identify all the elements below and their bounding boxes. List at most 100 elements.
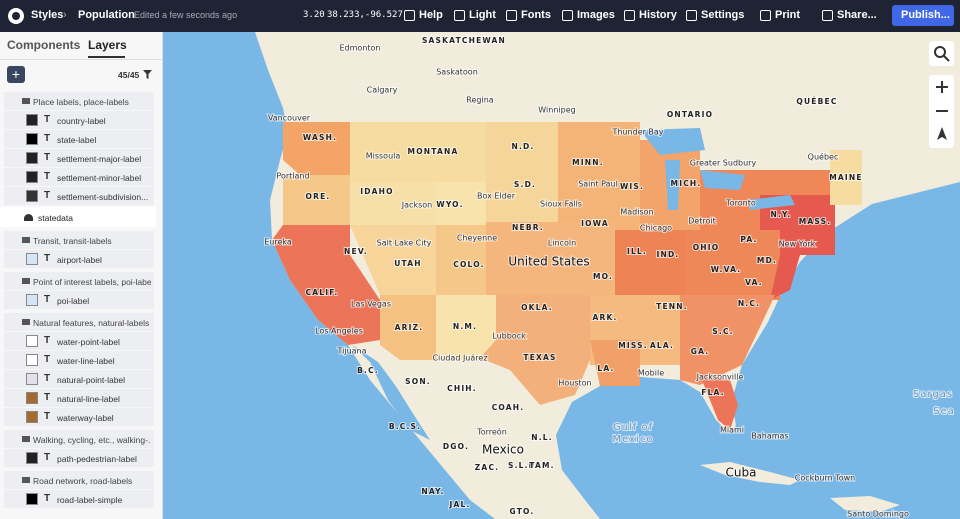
layer-name[interactable]: statedata bbox=[38, 213, 73, 223]
layer-name[interactable]: poi-label bbox=[57, 296, 90, 306]
layer-swatch bbox=[26, 354, 38, 366]
layer-name[interactable]: natural-line-label bbox=[57, 394, 120, 404]
region-label: MICH. bbox=[671, 179, 702, 188]
place-label: Edmonton bbox=[340, 44, 381, 53]
region-label: GA. bbox=[691, 347, 710, 356]
region-label: NEBR. bbox=[512, 223, 544, 232]
menu-icon bbox=[760, 10, 771, 21]
text-icon: T bbox=[44, 294, 51, 305]
place-label: Ciudad Juárez bbox=[432, 354, 487, 363]
region-label: IOWA bbox=[581, 219, 609, 228]
menu-item[interactable]: History bbox=[639, 9, 677, 21]
text-icon: T bbox=[44, 411, 51, 422]
group-name[interactable]: Transit, transit-labels bbox=[33, 236, 112, 246]
text-icon: T bbox=[44, 190, 51, 201]
layer-name[interactable]: country-label bbox=[57, 116, 106, 126]
place-label: Missoula bbox=[366, 152, 401, 161]
group-name[interactable]: Walking, cycling, etc., walking-... bbox=[33, 435, 151, 445]
region-label: COLO. bbox=[453, 260, 484, 269]
region-label: MISS. bbox=[618, 341, 648, 350]
layer-swatch bbox=[26, 493, 38, 505]
search-button[interactable] bbox=[929, 41, 954, 66]
layer-row bbox=[4, 168, 154, 186]
layer-name[interactable]: natural-point-label bbox=[57, 375, 126, 385]
region-label: B.C.S. bbox=[389, 422, 421, 431]
layer-swatch bbox=[26, 171, 38, 183]
region-label: FLA. bbox=[701, 388, 725, 397]
water-label: Mexico bbox=[613, 434, 654, 445]
logo[interactable] bbox=[6, 6, 26, 26]
filter-icon[interactable] bbox=[143, 70, 152, 79]
layer-name[interactable]: waterway-label bbox=[57, 413, 114, 423]
menu-item[interactable]: Print bbox=[775, 9, 801, 21]
layer-name[interactable]: settlement-minor-label bbox=[57, 173, 142, 183]
place-label: Québec bbox=[808, 152, 839, 162]
layer-name[interactable]: water-point-label bbox=[57, 337, 120, 347]
text-icon: T bbox=[44, 493, 51, 504]
place-label: Saint Paul bbox=[578, 180, 618, 189]
region-label: GTO. bbox=[509, 507, 534, 516]
map[interactable]: SASKATCHEWAN Edmonton Saskatoon Calgary Regi… bbox=[163, 32, 960, 519]
style-title[interactable]: Population bbox=[78, 9, 135, 21]
layer-row bbox=[4, 408, 154, 426]
text-icon: T bbox=[44, 373, 51, 384]
group-row bbox=[4, 92, 154, 110]
layer-name[interactable]: path-pedestrian-label bbox=[57, 454, 137, 464]
sidebar: Components Layers + 45/45 Place labels, … bbox=[0, 32, 163, 519]
layer-row bbox=[4, 370, 154, 388]
layer-row bbox=[4, 490, 154, 508]
tab-active[interactable]: Layers bbox=[88, 38, 127, 52]
menu-item[interactable]: Light bbox=[469, 9, 496, 21]
text-icon: T bbox=[44, 354, 51, 365]
group-row bbox=[4, 231, 154, 249]
folder-icon bbox=[22, 319, 30, 325]
group-name[interactable]: Place labels, place-labels bbox=[33, 97, 129, 107]
gulf-of-california bbox=[352, 345, 430, 440]
place-label: New York bbox=[779, 240, 816, 249]
layer-name[interactable]: road-label-simple bbox=[57, 495, 123, 505]
publish-label[interactable]: Publish... bbox=[901, 9, 950, 21]
layer-name[interactable]: water-line-label bbox=[57, 356, 115, 366]
zoom-in-button[interactable] bbox=[936, 81, 948, 93]
group-name[interactable]: Road network, road-labels bbox=[33, 476, 133, 486]
compass-button[interactable] bbox=[937, 127, 947, 140]
styles-link[interactable]: Styles bbox=[31, 9, 64, 21]
region-label: VA. bbox=[745, 278, 763, 287]
search-icon bbox=[934, 46, 946, 58]
add-layer-button[interactable]: + bbox=[7, 66, 25, 83]
zoom-level: 3.20 bbox=[303, 10, 325, 20]
menu-item[interactable]: Fonts bbox=[521, 9, 551, 21]
layer-name[interactable]: settlement-major-label bbox=[57, 154, 142, 164]
layer-row[interactable] bbox=[0, 207, 156, 227]
region-label: ARK. bbox=[592, 313, 617, 322]
layer-name[interactable]: settlement-subdivision... bbox=[57, 192, 149, 202]
region-label: ZAC. bbox=[475, 463, 499, 472]
menu-item[interactable]: Share... bbox=[837, 9, 877, 21]
region-label: WIS. bbox=[620, 182, 644, 191]
menu-item[interactable]: Settings bbox=[701, 9, 745, 21]
group-name[interactable]: Point of interest labels, poi-labe... bbox=[33, 277, 151, 287]
place-label: Cuba bbox=[726, 466, 757, 480]
menu-item[interactable]: Images bbox=[577, 9, 615, 21]
place-label: Eureka bbox=[264, 238, 292, 247]
layer-name[interactable]: airport-label bbox=[57, 255, 102, 265]
tab[interactable]: Components bbox=[7, 38, 81, 52]
group-name[interactable]: Natural features, natural-labels bbox=[33, 318, 150, 328]
place-label: Houston bbox=[558, 379, 591, 388]
place-label: Detroit bbox=[688, 217, 716, 226]
region-label: IDAHO bbox=[360, 187, 393, 196]
hispaniola bbox=[830, 496, 900, 512]
publish-button[interactable] bbox=[892, 5, 954, 26]
layer-row bbox=[4, 149, 154, 167]
layer-row bbox=[4, 389, 154, 407]
text-icon: T bbox=[44, 114, 51, 125]
region-label: TAM. bbox=[529, 461, 554, 470]
region-label: N.C. bbox=[738, 299, 760, 308]
region-label: LA. bbox=[597, 364, 614, 373]
great-lakes bbox=[640, 128, 795, 210]
water-label: Sargas bbox=[913, 389, 953, 400]
menu-item[interactable]: Help bbox=[419, 9, 443, 21]
place-label: Vancouver bbox=[268, 114, 311, 123]
region-label: CALIF. bbox=[306, 288, 339, 297]
layer-name[interactable]: state-label bbox=[57, 135, 97, 145]
